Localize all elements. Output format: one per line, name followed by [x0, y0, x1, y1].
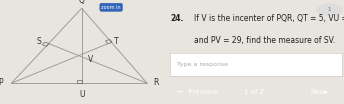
Text: Q: Q: [79, 0, 85, 5]
Text: If V is the incenter of PQR, QT = 5, VU = 7: If V is the incenter of PQR, QT = 5, VU …: [194, 14, 344, 23]
Text: and PV = 29, find the measure of SV.: and PV = 29, find the measure of SV.: [194, 36, 335, 45]
Text: Nex►: Nex►: [311, 89, 330, 95]
Text: 1: 1: [328, 7, 331, 12]
Text: Type a response: Type a response: [177, 62, 228, 67]
Text: 1 of 2: 1 of 2: [244, 89, 264, 95]
Text: ←  Previous: ← Previous: [178, 89, 218, 95]
Text: 24.: 24.: [171, 14, 184, 23]
Text: R: R: [153, 78, 159, 87]
Text: T: T: [114, 37, 119, 46]
Text: U: U: [79, 90, 84, 100]
Text: P: P: [0, 78, 3, 87]
Text: zoom in: zoom in: [101, 5, 121, 10]
Circle shape: [317, 4, 342, 15]
Text: V: V: [88, 55, 94, 64]
Text: S: S: [36, 37, 41, 46]
